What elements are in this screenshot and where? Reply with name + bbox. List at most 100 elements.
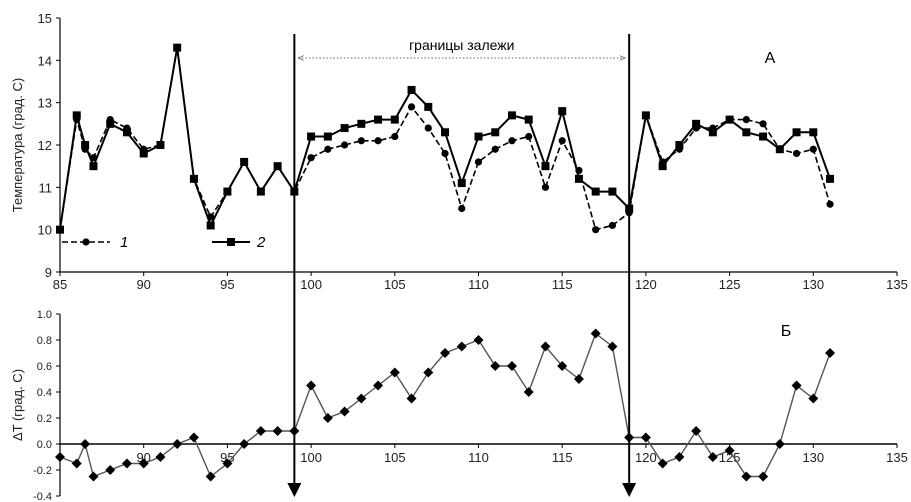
x-tick-label-bottom: 90 — [136, 450, 150, 465]
series-2-point — [424, 102, 433, 111]
delta-t-point — [440, 348, 451, 358]
delta-t-point — [674, 452, 685, 462]
delta-t-point — [222, 458, 233, 469]
series-1-point — [508, 137, 516, 145]
delta-t-point — [791, 380, 802, 391]
delta-t-point — [389, 367, 400, 378]
series-1-point — [474, 158, 483, 166]
series-2-point — [775, 145, 784, 154]
series-2-point — [122, 128, 131, 137]
series-1-point — [441, 149, 449, 158]
series-1-line — [59, 47, 831, 231]
x-tick-label-top: 85 — [53, 277, 67, 292]
y-tick-label-bottom: -0.4 — [33, 491, 52, 502]
series-2-point — [457, 179, 466, 188]
x-tick-label-top: 90 — [136, 277, 150, 292]
x-tick-label-bottom: 135 — [886, 450, 908, 465]
y-tick-label-top: 10 — [38, 223, 52, 238]
y-tick-label-top: 15 — [38, 11, 52, 26]
delta-t-point — [80, 439, 91, 449]
y-tick-label-top: 12 — [38, 138, 52, 153]
series-2-point — [340, 124, 349, 133]
series-2-point — [541, 162, 550, 171]
series-2-point — [72, 111, 81, 120]
delta-t-point — [741, 471, 752, 482]
series-2-point — [608, 187, 617, 196]
delta-t-point — [691, 426, 702, 436]
y-tick-label-bottom: 0.0 — [37, 439, 52, 451]
series-2-point — [240, 157, 249, 166]
series-1-point — [374, 137, 382, 145]
series-2-point — [675, 141, 684, 149]
delta-t-point — [356, 393, 367, 404]
series-2-point — [524, 115, 533, 124]
y-tick-label-bottom: 0.4 — [37, 387, 52, 399]
x-tick-label-top: 135 — [886, 277, 908, 292]
delta-t-point — [339, 406, 350, 417]
delta-t-point — [121, 458, 132, 469]
series-2-point — [792, 128, 801, 137]
delta-t-point — [205, 471, 216, 482]
delta-t-point — [322, 413, 333, 423]
series-2-point — [173, 43, 182, 52]
series-2-point — [441, 128, 450, 137]
boundary-overlay — [287, 34, 637, 497]
series-2-point — [574, 174, 583, 183]
x-tick-label-top: 130 — [802, 277, 824, 292]
series-2-line — [59, 47, 831, 230]
x-tick-label-bottom: 100 — [300, 450, 322, 465]
series-2-point — [708, 128, 717, 137]
x-tick-label-bottom: 120 — [635, 450, 657, 465]
delta-t-point — [423, 367, 434, 378]
x-tick-label-top: 95 — [220, 277, 234, 292]
y-axis-label-bottom: ΔT (град. С) — [10, 369, 25, 441]
panel-label-b: Б — [781, 323, 792, 340]
series-1-point — [809, 145, 817, 153]
delta-t-point — [306, 380, 317, 391]
delta-t-point — [523, 387, 534, 397]
series-2-point — [491, 128, 500, 137]
series-2-point — [407, 85, 416, 94]
series-2-point — [474, 132, 483, 141]
series-1-point — [525, 132, 533, 141]
legend-2-marker — [227, 238, 235, 246]
delta-t-point — [490, 361, 501, 371]
x-tick-label-top: 100 — [300, 277, 322, 292]
series-1-point — [324, 145, 332, 153]
delta-t-point — [188, 432, 199, 443]
x-tick-label-bottom: 130 — [802, 450, 824, 465]
series-1-point — [742, 116, 750, 124]
series-2-point — [742, 128, 751, 137]
delta-t-point — [239, 439, 250, 449]
series-2-point — [307, 132, 316, 141]
delta-t-point — [573, 374, 584, 384]
delta-t-point — [774, 439, 785, 449]
delta-t-point — [406, 393, 417, 404]
series-1-point — [608, 221, 617, 230]
delta-t-point — [88, 471, 99, 482]
legend-1-label: 1 — [120, 234, 128, 251]
delta-t-point — [724, 445, 735, 456]
x-tick-label-top: 110 — [468, 277, 489, 292]
series-2-point — [139, 149, 148, 158]
panel-label-a: А — [765, 50, 776, 67]
x-tick-label-bottom: 115 — [552, 450, 573, 465]
delta-t-point — [105, 465, 116, 475]
series-1-point — [541, 183, 550, 191]
y-tick-label-top: 14 — [38, 53, 52, 68]
delta-t-point — [808, 393, 819, 404]
delta-t-point — [272, 426, 283, 436]
delta-t-point — [138, 458, 149, 469]
delta-t-point — [540, 341, 551, 352]
delta-t-point — [506, 361, 517, 371]
x-tick-label-top: 120 — [635, 277, 657, 292]
series-2-point — [725, 115, 734, 124]
delta-t-point — [172, 439, 183, 449]
delta-t-point — [71, 458, 82, 469]
series-1-point — [792, 149, 801, 158]
delta-t-point — [640, 432, 651, 443]
x-tick-label-bottom: 95 — [220, 450, 234, 465]
delta-t-point — [55, 452, 65, 462]
series-1-point — [307, 154, 315, 162]
